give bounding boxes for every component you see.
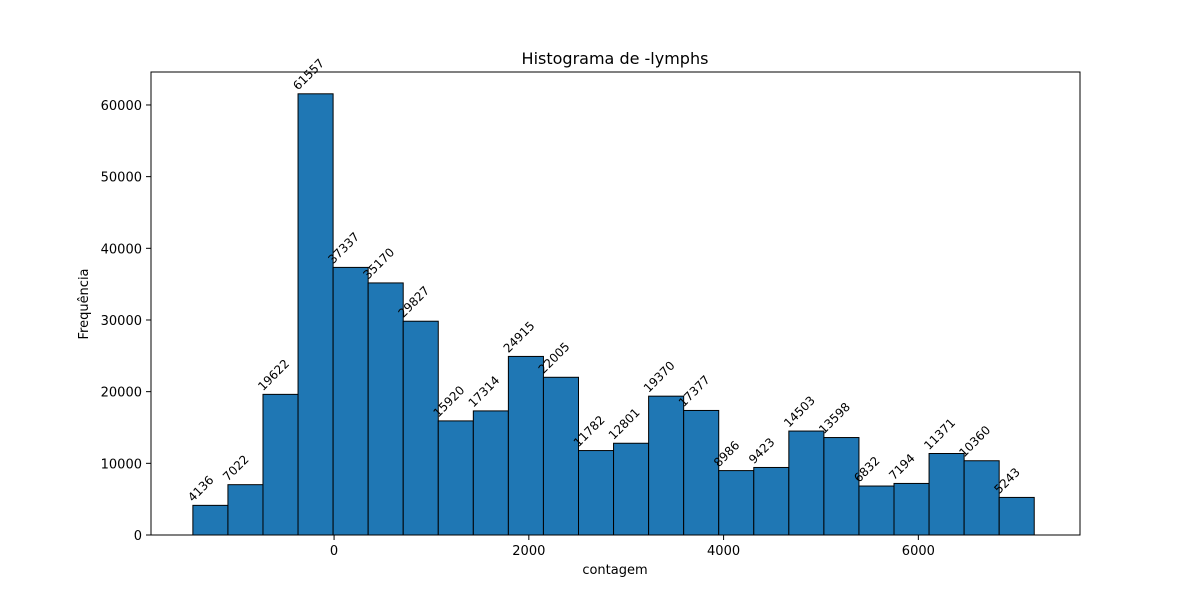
histogram-bar <box>227 484 264 536</box>
histogram-bar <box>683 409 720 536</box>
histogram-bar <box>753 466 790 536</box>
histogram-bar <box>262 393 299 536</box>
bar-value-label: 14503 <box>781 393 818 430</box>
histogram-bar <box>998 496 1035 536</box>
y-tick-label: 0 <box>134 529 142 544</box>
histogram-bar <box>613 442 650 536</box>
histogram-bar <box>437 420 474 536</box>
histogram-bar <box>472 410 509 536</box>
bar-value-label: 61557 <box>290 56 327 93</box>
bar-value-label: 7194 <box>886 451 917 482</box>
histogram-bar <box>858 485 895 536</box>
bar-value-label: 19370 <box>641 358 678 395</box>
bar-value-label: 24915 <box>501 319 538 356</box>
y-axis-title: Frequência <box>77 268 92 339</box>
y-tick-label: 30000 <box>101 314 142 329</box>
histogram-bar <box>963 460 1000 536</box>
histogram-bar <box>577 450 615 536</box>
plot-area-frame <box>150 71 1081 536</box>
bar-value-label: 7022 <box>220 452 251 483</box>
histogram-bar <box>893 482 930 536</box>
histogram-bar <box>402 320 439 536</box>
bar-value-label: 17314 <box>466 373 503 410</box>
x-axis-title: contagem <box>582 563 647 578</box>
y-tick-label: 20000 <box>101 386 142 401</box>
bar-value-label: 35170 <box>360 245 397 282</box>
bar-value-label: 11371 <box>921 416 958 453</box>
histogram-bar <box>928 453 965 536</box>
bar-value-label: 19622 <box>255 357 292 394</box>
x-tick-label: 6000 <box>902 544 935 559</box>
histogram-bar <box>192 504 229 536</box>
y-tick-label: 10000 <box>101 457 142 472</box>
y-tick-label: 60000 <box>101 99 142 114</box>
x-tick-label: 2000 <box>512 544 545 559</box>
histogram-bar <box>788 430 825 536</box>
bar-value-label: 17377 <box>676 373 713 410</box>
histogram-bar <box>823 437 860 536</box>
chart-title: Histograma de -lymphs <box>522 49 709 68</box>
y-tick-label: 50000 <box>101 171 142 186</box>
histogram-bar <box>367 282 404 536</box>
histogram-bar <box>507 355 544 536</box>
histogram-bar <box>297 93 334 536</box>
bar-value-label: 12801 <box>606 405 643 442</box>
histogram-bar <box>648 395 685 536</box>
histogram-bar <box>542 376 579 536</box>
bars-group <box>192 93 1035 536</box>
bar-value-label: 10360 <box>956 423 993 460</box>
x-tick-label: 0 <box>330 544 338 559</box>
y-axis: 0 10000 20000 30000 40000 50000 60000 <box>101 99 151 544</box>
bar-value-label: 13598 <box>816 400 853 437</box>
x-tick-label: 4000 <box>707 544 740 559</box>
histogram-bar <box>718 470 755 536</box>
bar-value-label: 4136 <box>185 473 216 504</box>
y-tick-label: 40000 <box>101 242 142 257</box>
bar-value-label: 9423 <box>746 435 777 466</box>
histogram-bar <box>332 266 369 536</box>
x-axis: 0 2000 4000 6000 <box>330 535 935 559</box>
